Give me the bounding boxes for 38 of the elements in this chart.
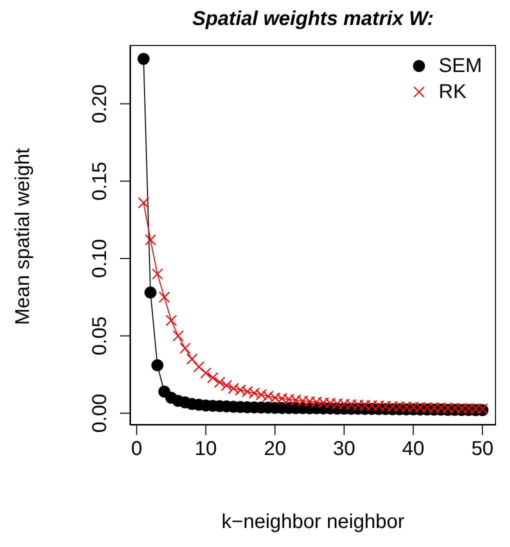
point: [166, 314, 177, 326]
point: [256, 389, 267, 400]
y-tick-label: 0.00: [89, 394, 111, 433]
legend-label: SEM: [438, 54, 482, 78]
x-tick-label: 20: [264, 438, 286, 460]
y-tick-label: 0.10: [89, 239, 111, 278]
point: [228, 382, 240, 394]
legend-label: RK: [438, 80, 466, 104]
x-tick-label: 50: [471, 438, 494, 460]
chart-title: Spatial weights matrix W:: [191, 8, 435, 31]
x-tick-label: 10: [194, 438, 217, 460]
point: [144, 286, 156, 299]
point: [262, 390, 274, 402]
point: [214, 376, 226, 388]
point: [179, 342, 191, 354]
point: [186, 353, 198, 365]
x-tick-label: 30: [332, 438, 356, 460]
point: [144, 234, 156, 246]
point: [220, 380, 232, 391]
point: [200, 367, 212, 379]
point: [234, 384, 246, 396]
point: [207, 372, 218, 384]
point: [172, 330, 184, 342]
point: [138, 197, 150, 208]
point: [138, 52, 150, 65]
x-tick-label: 0: [131, 438, 142, 460]
point: [151, 359, 164, 372]
point: [248, 388, 260, 399]
x-axis-title: k−neighbor neighbor: [222, 511, 405, 533]
point: [152, 268, 163, 280]
y-tick-label: 0.05: [89, 316, 111, 356]
point: [242, 386, 253, 398]
point: [158, 292, 170, 303]
y-axis-title: Mean spatial weight: [12, 148, 34, 325]
y-tick-label: 0.20: [89, 84, 111, 124]
x-tick-label: 40: [402, 438, 424, 460]
y-tick-label: 0.15: [89, 162, 111, 201]
point: [193, 361, 204, 372]
